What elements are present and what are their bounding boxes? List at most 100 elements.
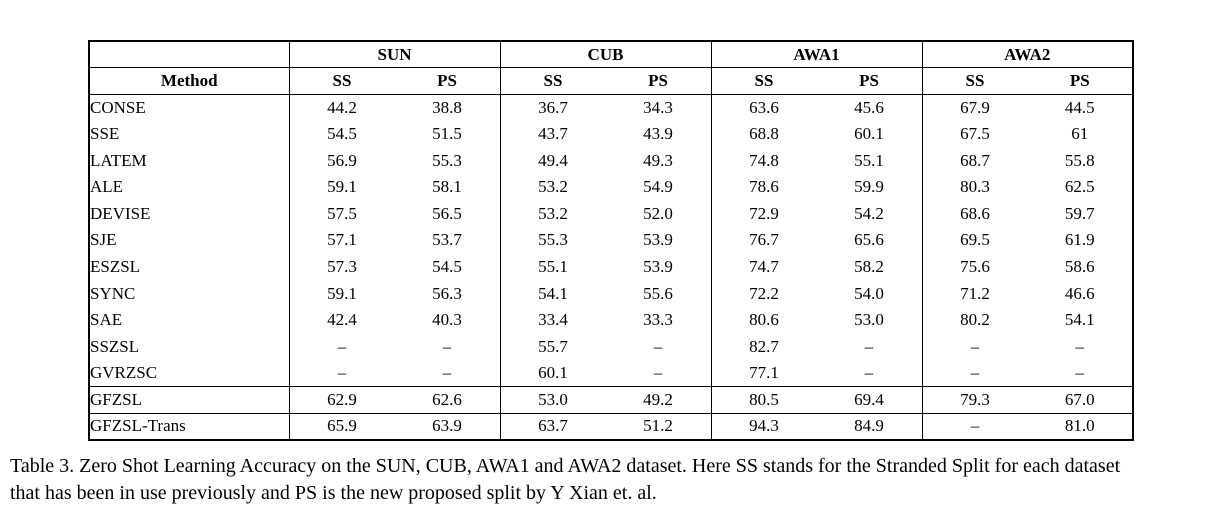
value-cell: – (1075, 336, 1085, 356)
value-cell: 80.6 (710, 306, 817, 334)
split-header-cub-ps: PS (605, 67, 711, 95)
value-cell: 53.2 (499, 173, 606, 201)
table-row: SJE 57.1 53.7 55.3 53.9 76.7 65.6 69.5 61.9 (89, 227, 1133, 254)
value-cell: – (653, 336, 663, 356)
value-cell: 80.2 (921, 306, 1028, 334)
value-cell: 58.2 (854, 257, 884, 277)
value-cell: 81.0 (1027, 412, 1133, 440)
table-row: SYNC 59.1 56.3 54.1 55.6 72.2 54.0 71.2 46.6 (89, 280, 1133, 307)
value-cell: – (288, 333, 395, 361)
value-cell: 74.7 (710, 253, 817, 281)
dataset-header-awa2: AWA2 (921, 41, 1133, 69)
value-cell: 54.5 (288, 120, 395, 148)
value-cell: 55.1 (854, 150, 884, 170)
value-cell: 61.9 (1064, 230, 1095, 250)
value-cell: 54.1 (1064, 310, 1095, 330)
corner-cell (89, 41, 289, 69)
value-cell: 58.6 (1064, 257, 1095, 277)
table-row: ALE 59.1 58.1 53.2 54.9 78.6 59.9 80.3 62.5 (89, 173, 1133, 201)
value-cell: 45.6 (854, 97, 884, 117)
method-name: ESZSL (90, 257, 141, 277)
value-cell: 57.5 (288, 200, 395, 228)
dataset-header-sun: SUN (288, 41, 500, 69)
value-cell: 53.7 (432, 230, 462, 250)
value-cell: 60.1 (854, 124, 884, 144)
value-cell: 53.0 (499, 386, 606, 414)
value-cell: 63.6 (710, 94, 817, 121)
value-cell: 43.7 (499, 120, 606, 148)
split-header-awa1-ss: SS (710, 67, 817, 95)
value-cell: – (1075, 363, 1085, 383)
value-cell: 34.3 (643, 97, 673, 117)
split-header-awa1-ps: PS (816, 67, 922, 95)
value-cell: 44.5 (1064, 97, 1095, 117)
value-cell: 84.9 (816, 412, 922, 440)
value-cell: 68.7 (921, 147, 1028, 174)
value-cell: 59.1 (288, 173, 395, 201)
method-name: DEVISE (90, 203, 151, 223)
value-cell: 51.5 (432, 124, 462, 144)
caption-line-1: Table 3. Zero Shot Learning Accuracy on … (10, 455, 1121, 477)
table-row: GFZSL 62.9 62.6 53.0 49.2 80.5 69.4 79.3 67.0 (89, 386, 1133, 414)
value-cell: 54.1 (499, 280, 606, 307)
value-cell: 53.9 (643, 257, 673, 277)
method-name: SSZSL (90, 336, 140, 356)
method-name: SJE (90, 230, 117, 250)
value-cell: 55.8 (1064, 150, 1095, 170)
value-cell: – (288, 360, 395, 387)
value-cell: 80.3 (921, 173, 1028, 201)
split-header-sun-ps: PS (394, 67, 500, 95)
value-cell: 57.1 (288, 227, 395, 254)
value-cell: 77.1 (710, 360, 817, 387)
value-cell: 79.3 (921, 386, 1028, 414)
value-cell: 68.8 (710, 120, 817, 148)
value-cell: 52.0 (643, 203, 673, 223)
table-row: ESZSL 57.3 54.5 55.1 53.9 74.7 58.2 75.6 58.6 (89, 253, 1133, 281)
method-name: ALE (90, 177, 124, 197)
value-cell: 55.1 (499, 253, 606, 281)
dataset-header-row: SUN CUB AWA1 AWA2 (89, 41, 1133, 69)
value-cell: 51.2 (605, 412, 711, 440)
value-cell: 55.7 (499, 333, 606, 361)
table-body: CONSE 44.2 38.8 36.7 34.3 63.6 45.6 67.9 44.5 SSE… (89, 94, 1133, 440)
value-cell: 54.5 (432, 257, 462, 277)
table-caption: Table 3. Zero Shot Learning Accuracy on … (10, 453, 1220, 507)
table-row: SSE 54.5 51.5 43.7 43.9 68.8 60.1 67.5 61 (89, 120, 1133, 148)
method-name: GVRZSC (90, 363, 158, 383)
table-row: LATEM 56.9 55.3 49.4 49.3 74.8 55.1 68.7 55.8 (89, 147, 1133, 174)
value-cell: 54.0 (854, 283, 884, 303)
caption-line-2: that has been in use previously and PS i… (10, 482, 657, 504)
value-cell: 78.6 (710, 173, 817, 201)
method-name: CONSE (90, 97, 146, 117)
value-cell: – (921, 360, 1028, 387)
method-name: LATEM (90, 150, 147, 170)
table-row: SSZSL – – 55.7 – 82.7 – – – (89, 333, 1133, 361)
value-cell: 40.3 (432, 310, 462, 330)
value-cell: 65.6 (854, 230, 884, 250)
value-cell: 82.7 (710, 333, 817, 361)
table-row: GFZSL-Trans 65.9 63.9 63.7 51.2 94.3 84.9–81.0 (89, 412, 1133, 440)
method-name: SAE (90, 310, 123, 330)
value-cell: 57.3 (288, 253, 395, 281)
method-name: GFZSL (89, 386, 289, 414)
value-cell: 54.2 (854, 203, 884, 223)
value-cell: – (442, 363, 452, 383)
value-cell: – (921, 412, 1028, 440)
value-cell: 59.7 (1064, 203, 1095, 223)
value-cell: 63.7 (499, 412, 606, 440)
value-cell: 49.3 (643, 150, 673, 170)
value-cell: 55.6 (643, 283, 673, 303)
value-cell: 49.4 (499, 147, 606, 174)
method-name: SSE (90, 124, 120, 144)
results-table: SUN CUB AWA1 AWA2 Method SS PS SS PS SS … (88, 40, 1134, 441)
value-cell: 58.1 (432, 177, 462, 197)
value-cell: – (921, 333, 1028, 361)
dataset-header-cub: CUB (499, 41, 711, 69)
dataset-header-awa1: AWA1 (710, 41, 922, 69)
split-header-row: Method SS PS SS PS SS PS SS PS (89, 67, 1133, 95)
value-cell: 67.9 (921, 94, 1028, 121)
split-header-awa2-ps: PS (1027, 67, 1133, 95)
value-cell: 43.9 (643, 124, 673, 144)
value-cell: 42.4 (288, 306, 395, 334)
value-cell: 72.2 (710, 280, 817, 307)
